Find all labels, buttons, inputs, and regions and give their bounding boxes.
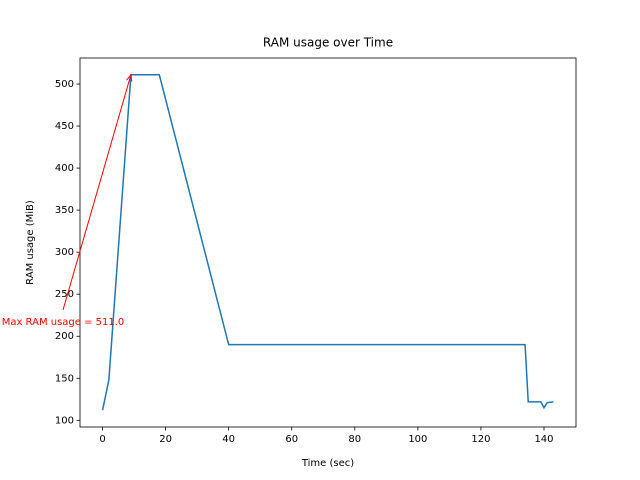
y-tick-label: 200 xyxy=(55,331,74,342)
y-tick-label: 500 xyxy=(55,79,74,90)
x-tick-label: 40 xyxy=(222,434,235,445)
x-tick-label: 100 xyxy=(408,434,427,445)
y-tick-label: 300 xyxy=(55,247,74,258)
data-line xyxy=(101,74,554,411)
x-tick-label: 140 xyxy=(534,434,553,445)
annotation-arrowhead xyxy=(126,73,133,82)
annotation-arrow xyxy=(62,74,132,311)
y-tick-label: 400 xyxy=(55,163,74,174)
y-tick-label: 350 xyxy=(55,205,74,216)
y-tick-label: 450 xyxy=(55,121,74,132)
y-tick-label: 250 xyxy=(55,289,74,300)
y-axis-label: RAM usage (MiB) xyxy=(25,200,36,285)
annotation: Max RAM usage = 511.0 xyxy=(2,317,125,328)
x-tick-label: 0 xyxy=(99,434,105,445)
x-tick-label: 60 xyxy=(285,434,298,445)
x-tick-label: 120 xyxy=(471,434,490,445)
plot-frame xyxy=(79,57,577,428)
chart-title: RAM usage over Time xyxy=(263,36,393,50)
x-tick-label: 20 xyxy=(159,434,172,445)
y-tick-label: 100 xyxy=(55,415,74,426)
y-tick-label: 150 xyxy=(55,373,74,384)
x-axis-label: Time (sec) xyxy=(301,458,354,469)
x-tick-label: 80 xyxy=(348,434,361,445)
